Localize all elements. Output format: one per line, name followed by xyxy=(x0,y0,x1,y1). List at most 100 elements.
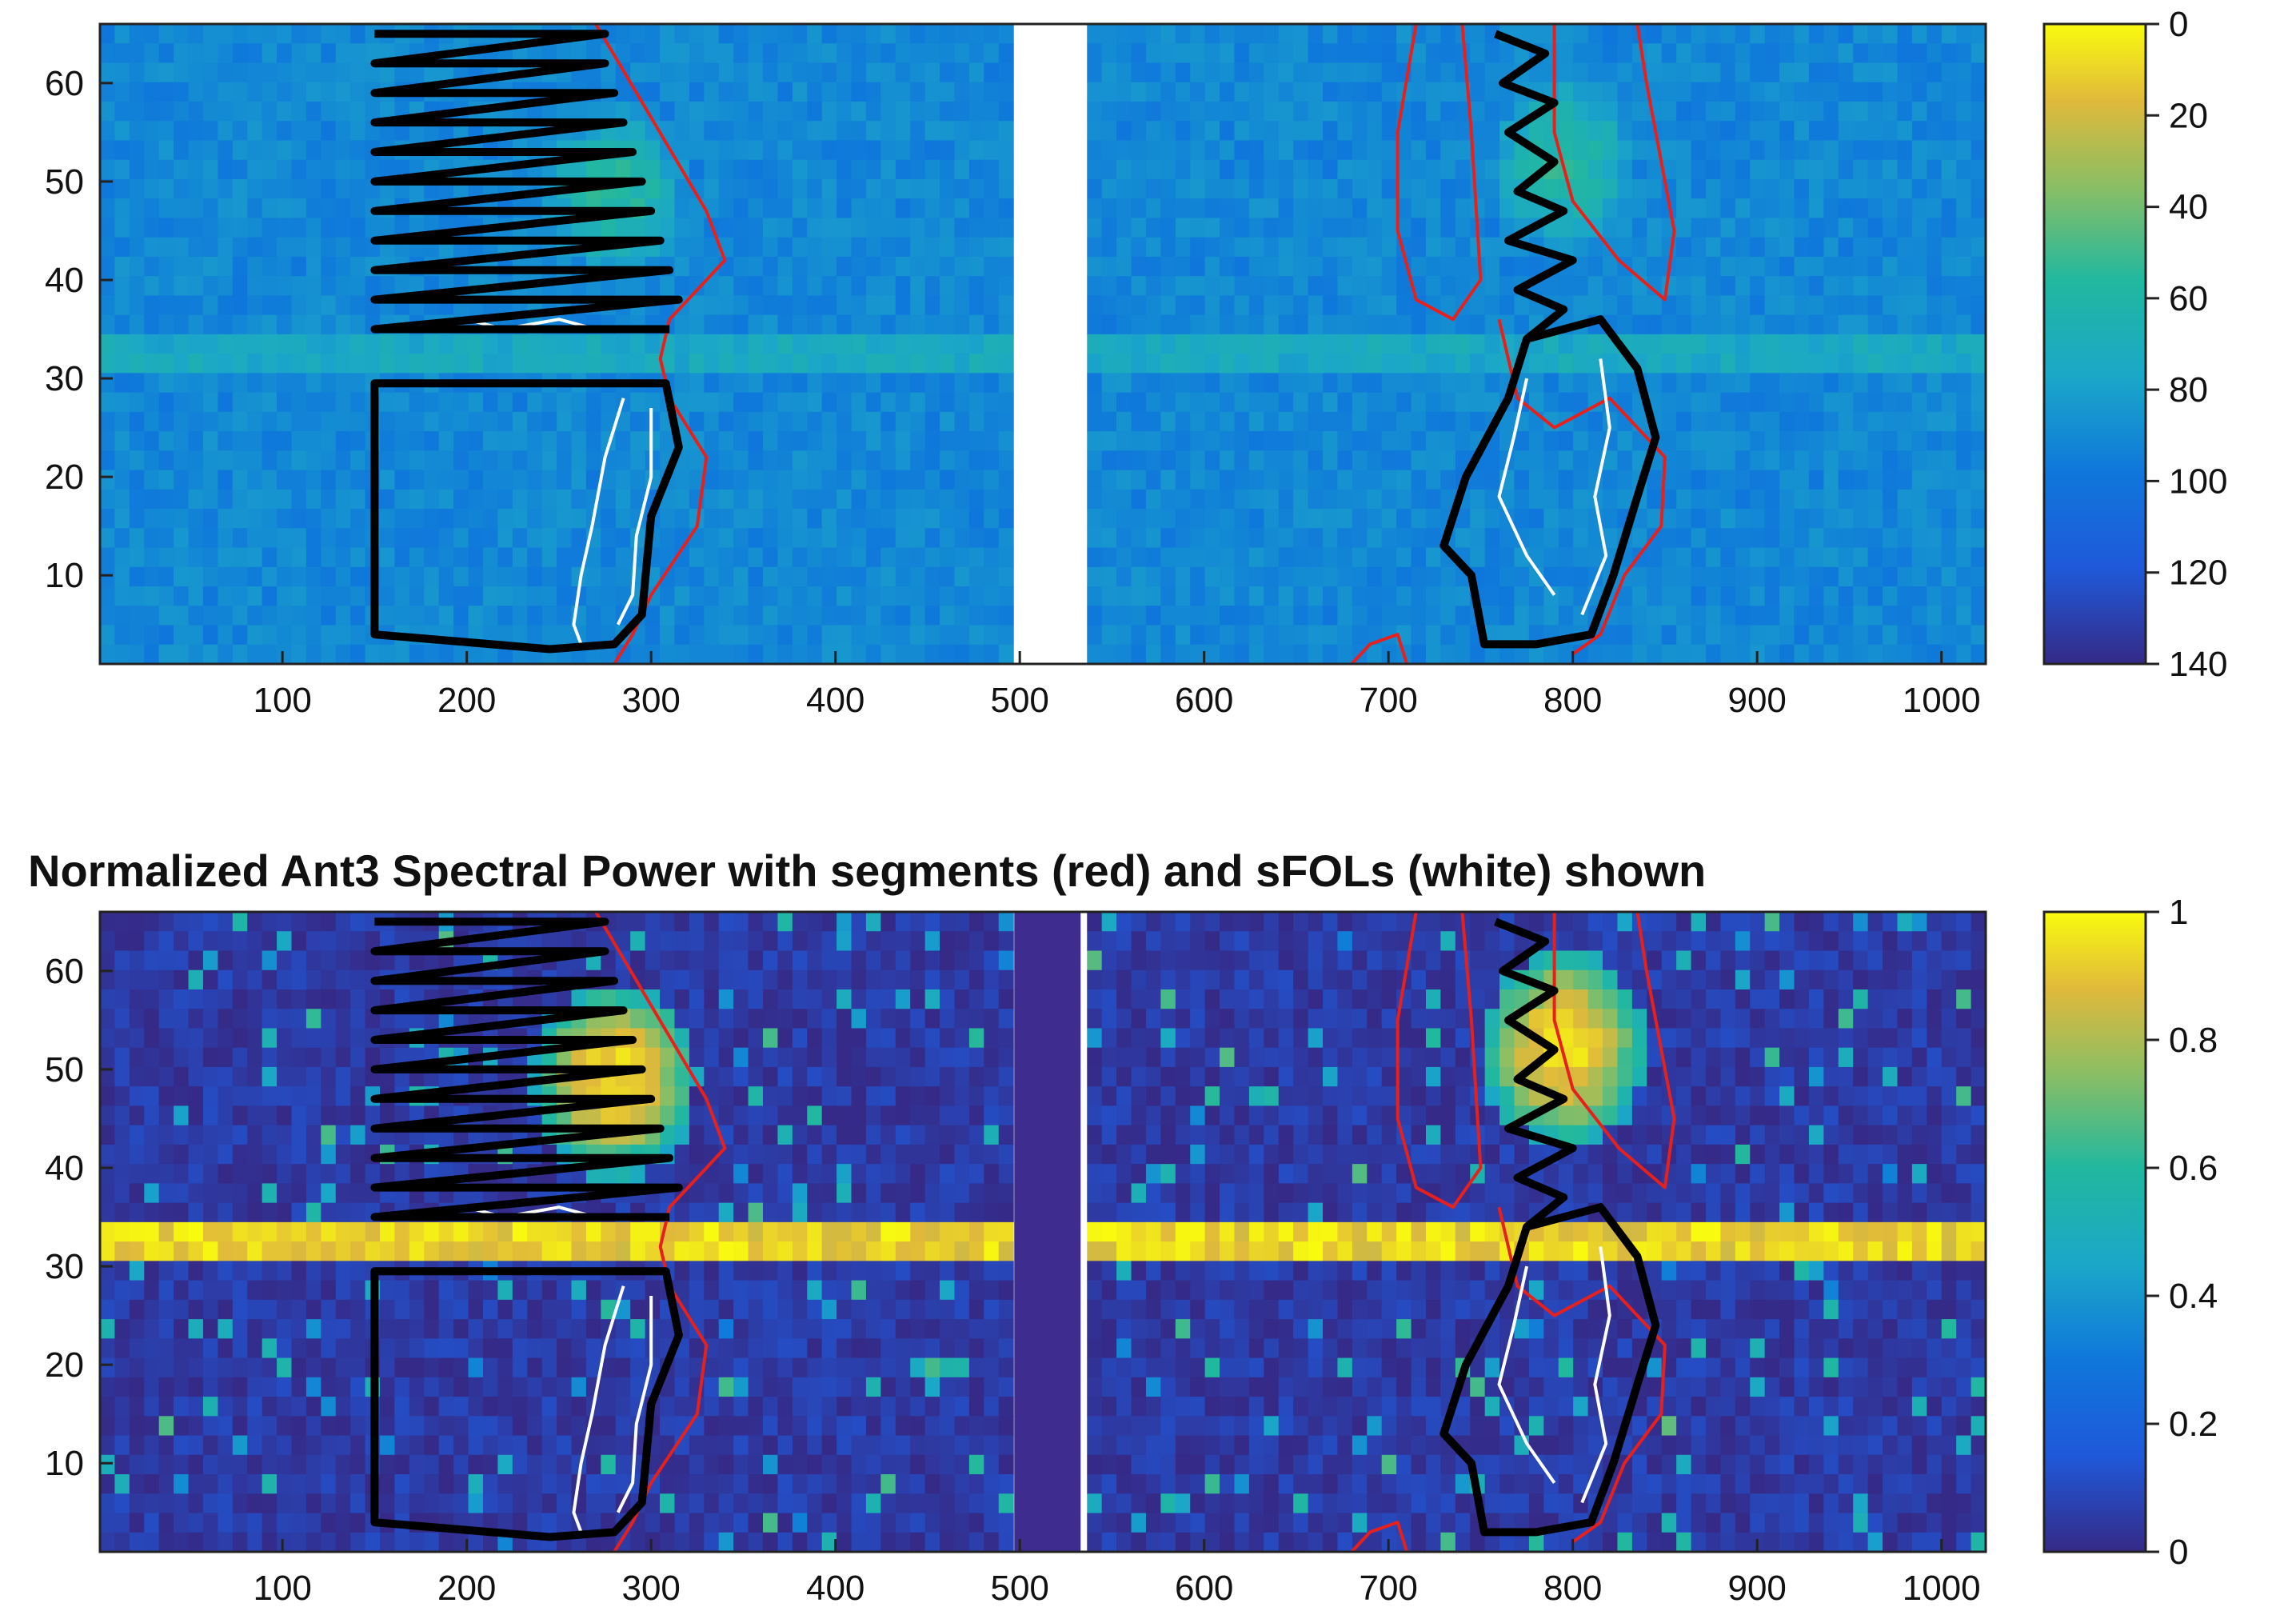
heatmap-cell xyxy=(585,431,601,451)
heatmap-cell xyxy=(1779,373,1795,394)
heatmap-cell xyxy=(277,1009,293,1029)
heatmap-cell xyxy=(762,969,778,990)
heatmap-cell xyxy=(1234,606,1250,626)
heatmap-cell xyxy=(601,989,617,1009)
heatmap-cell xyxy=(1587,931,1603,952)
heatmap-cell xyxy=(1440,334,1456,354)
heatmap-cell xyxy=(158,178,174,199)
heatmap-cell xyxy=(998,989,1014,1009)
heatmap-cell xyxy=(1794,256,1810,277)
heatmap-cell xyxy=(365,24,381,44)
heatmap-cell xyxy=(1956,140,1972,161)
heatmap-cell xyxy=(394,644,410,664)
heatmap-cell xyxy=(305,644,321,664)
heatmap-cell xyxy=(1853,159,1869,180)
heatmap-cell xyxy=(350,373,366,394)
heatmap-cell xyxy=(512,528,528,549)
heatmap-cell xyxy=(777,256,793,277)
heatmap-cell xyxy=(748,411,764,432)
heatmap-cell xyxy=(821,625,837,646)
heatmap-cell xyxy=(924,43,940,64)
heatmap-cell xyxy=(1705,547,1721,568)
heatmap-cell xyxy=(851,566,867,587)
heatmap-cell xyxy=(807,912,823,932)
heatmap-cell xyxy=(1411,82,1427,102)
heatmap-cell xyxy=(218,276,234,296)
heatmap-cell xyxy=(1956,509,1972,529)
heatmap-cell xyxy=(1823,237,1839,258)
heatmap-cell xyxy=(954,470,970,490)
heatmap-cell xyxy=(821,198,837,219)
heatmap-cell xyxy=(837,931,853,952)
heatmap-cell xyxy=(1204,256,1220,277)
y-tick-label: 50 xyxy=(45,162,84,202)
heatmap-cell xyxy=(1603,373,1619,394)
heatmap-cell xyxy=(1264,392,1280,413)
heatmap-cell xyxy=(1220,334,1236,354)
heatmap-cell xyxy=(1587,82,1603,102)
heatmap-cell xyxy=(910,198,926,219)
heatmap-cell xyxy=(1499,411,1515,432)
heatmap-cell xyxy=(748,218,764,238)
heatmap-cell xyxy=(247,237,263,258)
heatmap-cell xyxy=(1381,121,1397,142)
heatmap-cell xyxy=(1558,43,1574,64)
heatmap-cell xyxy=(1220,431,1236,451)
heatmap-cell xyxy=(762,509,778,529)
heatmap-cell xyxy=(218,256,234,277)
heatmap-cell xyxy=(1470,931,1486,952)
heatmap-cell xyxy=(174,198,190,219)
heatmap-cell xyxy=(1853,606,1869,626)
heatmap-cell xyxy=(100,450,116,471)
heatmap-cell xyxy=(497,431,513,451)
heatmap-cell xyxy=(305,586,321,606)
heatmap-cell xyxy=(1617,392,1633,413)
heatmap-cell xyxy=(1720,198,1736,219)
heatmap-cell xyxy=(1927,411,1943,432)
heatmap-cell xyxy=(1220,178,1236,199)
heatmap-cell xyxy=(1897,586,1913,606)
heatmap-cell xyxy=(1911,606,1927,626)
heatmap-cell xyxy=(424,950,440,971)
heatmap-cell xyxy=(1234,586,1250,606)
heatmap-cell xyxy=(585,989,601,1009)
heatmap-cell xyxy=(1101,314,1117,335)
heatmap-cell xyxy=(851,178,867,199)
heatmap-cell xyxy=(585,392,601,413)
heatmap-cell xyxy=(1411,625,1427,646)
heatmap-cell xyxy=(1558,989,1574,1009)
heatmap-cell xyxy=(1883,62,1899,83)
heatmap-cell xyxy=(807,62,823,83)
heatmap-cell xyxy=(1603,950,1619,971)
heatmap-cell xyxy=(114,82,130,102)
heatmap-cell xyxy=(1160,1028,1176,1049)
heatmap-cell xyxy=(557,931,573,952)
heatmap-cell xyxy=(1220,43,1236,64)
heatmap-cell xyxy=(1190,295,1206,316)
heatmap-cell xyxy=(188,140,204,161)
heatmap-cell xyxy=(262,644,278,664)
heatmap-cell xyxy=(174,121,190,142)
heatmap-cell xyxy=(1352,450,1368,471)
heatmap-cell xyxy=(1396,1028,1412,1049)
heatmap-cell xyxy=(1941,62,1957,83)
heatmap-cell xyxy=(1705,354,1721,374)
heatmap-cell xyxy=(837,82,853,102)
heatmap-cell xyxy=(100,431,116,451)
heatmap-cell xyxy=(1160,178,1176,199)
heatmap-cell xyxy=(1411,931,1427,952)
heatmap-cell xyxy=(129,969,145,990)
heatmap-cell xyxy=(865,950,881,971)
heatmap-cell xyxy=(1867,566,1883,587)
heatmap-cell xyxy=(762,62,778,83)
heatmap-cell xyxy=(733,43,749,64)
heatmap-cell xyxy=(601,606,617,626)
heatmap-cell xyxy=(1352,198,1368,219)
heatmap-cell xyxy=(1676,373,1692,394)
heatmap-cell xyxy=(1204,931,1220,952)
heatmap-cell xyxy=(1883,625,1899,646)
heatmap-cell xyxy=(895,43,911,64)
heatmap-cell xyxy=(1603,198,1619,219)
heatmap-cell xyxy=(615,101,631,122)
heatmap-cell xyxy=(660,140,676,161)
